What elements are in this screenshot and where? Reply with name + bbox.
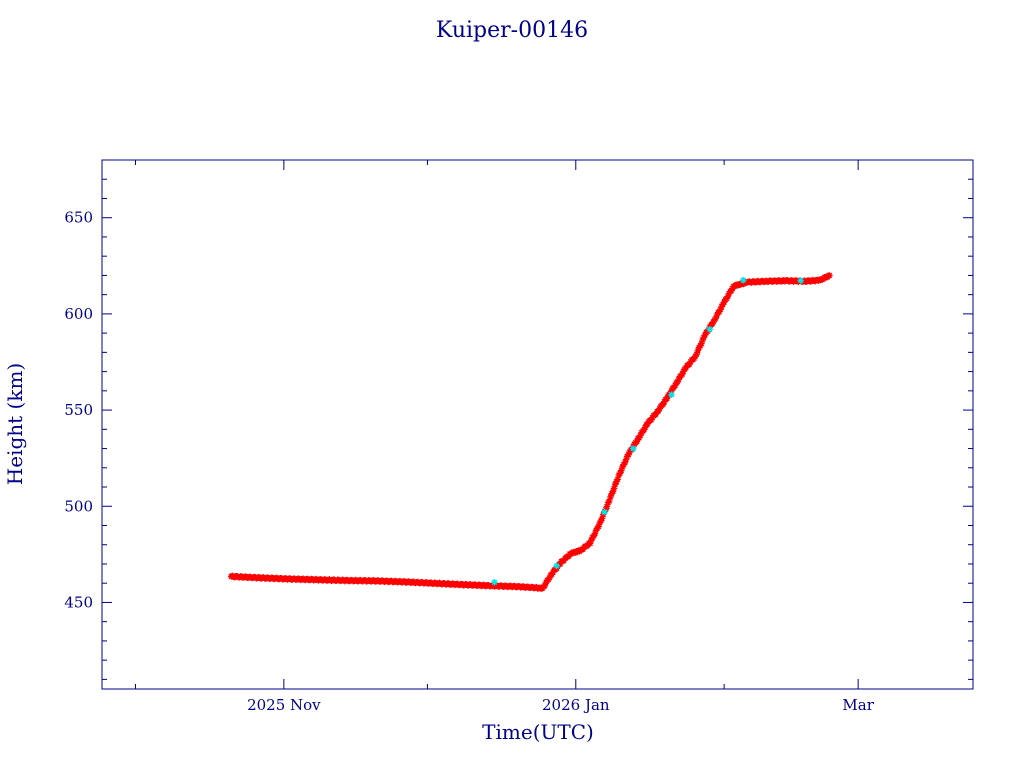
data-point <box>700 334 708 341</box>
data-point <box>679 370 686 378</box>
data-point <box>706 326 713 333</box>
data-point <box>541 582 548 589</box>
data-point <box>619 463 626 471</box>
data-point <box>607 493 614 501</box>
data-point <box>633 438 641 445</box>
x-tick-label: 2026 Jan <box>542 696 610 714</box>
data-point <box>701 331 709 339</box>
data-point <box>546 574 553 582</box>
data-point <box>616 470 624 477</box>
data-point <box>710 318 717 326</box>
data-point <box>671 382 679 389</box>
data-point <box>674 378 681 386</box>
data-points <box>228 272 833 592</box>
data-point <box>603 503 611 510</box>
x-tick-label: Mar <box>842 696 874 714</box>
data-point <box>588 536 595 544</box>
data-point <box>614 476 621 483</box>
data-point <box>675 376 682 383</box>
chart-title: Kuiper-00146 <box>436 18 588 43</box>
data-point <box>663 395 670 403</box>
data-point <box>630 445 637 452</box>
data-point <box>712 314 719 322</box>
data-point <box>600 511 607 518</box>
data-point <box>613 478 620 485</box>
y-axis-ticks: 450 500 550 600 650 <box>64 159 973 680</box>
data-point <box>622 456 630 463</box>
data-point <box>668 387 675 394</box>
data-point <box>668 391 675 398</box>
series-2 <box>491 277 804 586</box>
y-tick-label: 500 <box>64 497 93 515</box>
data-point <box>693 351 700 358</box>
data-point <box>699 336 706 344</box>
data-point <box>640 426 648 434</box>
data-point <box>592 527 600 534</box>
data-point <box>597 517 605 525</box>
data-point <box>601 508 608 516</box>
data-point <box>612 481 619 488</box>
data-point <box>713 311 721 319</box>
data-point <box>694 347 702 355</box>
data-point <box>637 432 644 439</box>
data-point <box>610 485 618 492</box>
data-point <box>542 579 550 587</box>
data-point <box>641 424 649 431</box>
series-1 <box>228 272 833 592</box>
data-point <box>652 410 660 418</box>
data-point <box>590 532 597 540</box>
data-point <box>586 540 594 547</box>
data-point <box>606 497 613 505</box>
data-point <box>491 579 498 586</box>
data-point <box>686 360 693 368</box>
data-point <box>797 277 804 284</box>
y-axis-label: Height (km) <box>3 363 27 485</box>
data-point <box>697 342 704 350</box>
data-point <box>598 515 606 522</box>
data-point <box>826 272 833 279</box>
x-tick-label: 2025 Nov <box>247 696 321 714</box>
data-point <box>557 560 564 568</box>
data-point <box>659 401 667 408</box>
data-point <box>625 451 632 459</box>
data-point <box>595 523 602 530</box>
data-point <box>717 306 724 313</box>
data-point <box>682 364 690 372</box>
y-tick-label: 650 <box>64 209 93 227</box>
data-point <box>591 530 599 537</box>
y-tick-label: 450 <box>64 593 93 611</box>
data-point <box>644 420 651 428</box>
data-point <box>720 298 728 306</box>
data-point <box>724 293 731 300</box>
data-point <box>649 414 656 422</box>
data-point <box>609 488 617 495</box>
x-axis-ticks: 2025 Nov 2026 Jan Mar <box>135 160 875 714</box>
data-point <box>621 459 629 467</box>
data-point <box>740 277 747 284</box>
data-point <box>602 506 609 513</box>
data-point <box>553 562 560 570</box>
data-point <box>618 467 625 474</box>
plot-frame <box>101 159 974 690</box>
data-point <box>698 340 705 347</box>
data-point <box>656 405 663 413</box>
data-point <box>728 287 735 294</box>
y-tick-label: 550 <box>64 401 93 419</box>
y-tick-label: 600 <box>64 305 93 323</box>
x-axis-label: Time(UTC) <box>482 720 594 744</box>
